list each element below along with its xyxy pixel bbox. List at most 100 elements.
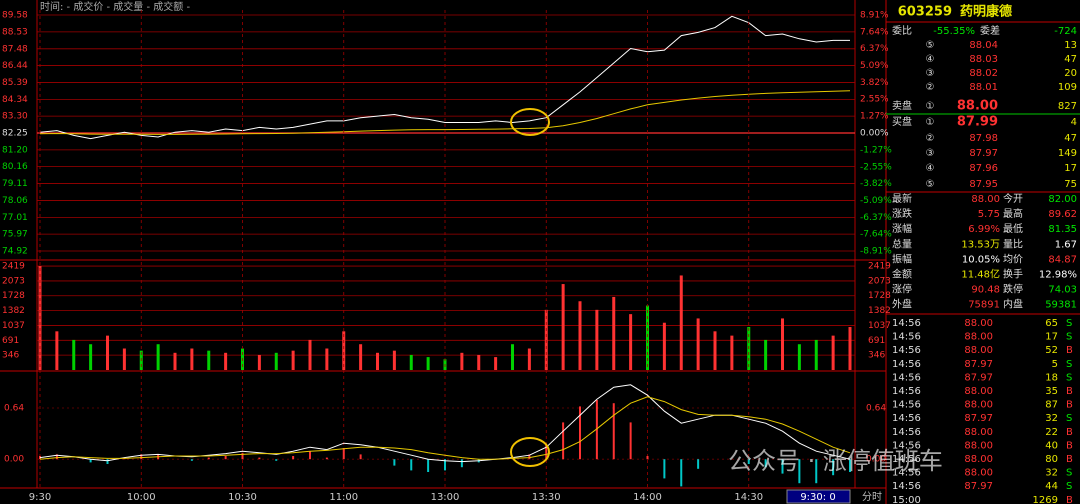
book-level: ① [926,117,935,128]
stat-value: 59381 [1045,300,1077,311]
volume-bar [797,344,801,370]
series-line [39,396,851,460]
y2-tick-label: 5.09% [860,61,889,71]
stat-label: 最低 [1003,222,1023,235]
volume-bar [106,335,109,370]
volume-bar [460,352,464,370]
trade-side: S [1066,372,1072,383]
stat-value: 82.00 [1048,194,1077,205]
volume-bar [156,344,160,370]
trade-price: 88.00 [964,318,993,329]
y-tick-label: 2419 [868,262,891,272]
stat-label: 外盘 [892,298,912,311]
book-level: ② [926,82,935,93]
volume-bar [494,357,498,370]
y2-tick-label: -6.37% [860,213,892,223]
status-time: 9:30: 0 [800,492,835,503]
y-tick-label: 88.53 [2,27,28,37]
y2-tick-label: 7.64% [860,27,889,37]
trade-time: 14:56 [892,440,921,451]
y2-tick-label: 6.37% [860,44,889,54]
stat-label: 最高 [1003,207,1023,220]
trade-side: B [1066,454,1073,465]
book-volume: 827 [1058,101,1077,112]
trade-price: 88.00 [964,468,993,479]
trade-price: 88.00 [964,332,993,343]
volume-bar [257,354,261,370]
trade-side: B [1066,440,1073,451]
stat-label: 涨幅 [892,222,912,235]
trade-price: 87.97 [964,359,993,370]
stat-value: 12.98% [1039,270,1077,281]
trade-volume: 65 [1045,318,1058,329]
trade-volume: 80 [1045,454,1058,465]
stat-label: 总量 [892,237,912,250]
y-tick-label: 84.34 [2,95,28,105]
volume-bar [696,318,700,370]
trade-time: 14:56 [892,372,921,383]
y-tick-label: 79.11 [2,179,28,189]
trade-side: B [1066,386,1073,397]
volume-bar [376,352,379,370]
y2-tick-label: 0.00% [860,129,889,139]
trade-price: 88.00 [964,400,993,411]
y-tick-label: 1382 [868,306,891,316]
x-tick-label: 10:30 [228,492,257,503]
volume-bar [764,339,768,370]
stat-label: 跌停 [1003,283,1023,296]
trade-time: 14:56 [892,318,921,329]
book-volume: 149 [1058,148,1077,159]
book-level: ③ [926,148,935,159]
y2-tick-label: -8.91% [860,247,892,257]
trade-price: 88.00 [964,427,993,438]
trade-side: B [1066,495,1073,504]
y2-tick-label: 2.55% [860,95,889,105]
y2-tick-label: 8.91% [860,11,889,21]
y-tick-label: 1037 [868,321,891,331]
trade-price: 88.00 [964,440,993,451]
stat-label: 换手 [1003,268,1023,281]
trade-volume: 52 [1045,345,1058,356]
trade-side: S [1066,468,1072,479]
series-line [39,15,850,140]
trade-price: 88.00 [964,386,993,397]
book-volume: 13 [1064,40,1077,51]
y-tick-label: 1728 [2,291,25,301]
stat-label: 最新 [892,192,912,205]
x-tick-label: 14:30 [734,492,763,503]
y-tick-label: 2419 [2,262,25,272]
volume-bar [730,335,734,370]
trade-side: S [1066,413,1072,424]
x-tick-label: 11:00 [329,492,358,503]
status-mode[interactable]: 分时 [862,491,882,503]
stat-value: 89.62 [1048,209,1077,220]
trade-time: 14:56 [892,386,921,397]
volume-bar [814,339,818,370]
stat-value: 6.99% [968,224,1000,235]
volume-bar [781,318,784,370]
book-price: 88.00 [957,99,998,114]
trade-side: S [1066,332,1072,343]
trade-price: 87.97 [964,481,993,492]
y-tick-label: 0.00 [866,455,886,465]
stock-code: 603259 [898,5,952,20]
book-volume: 75 [1064,179,1077,190]
volume-bar [612,296,616,370]
y-tick-label: 0.00 [4,455,24,465]
highlight-circle [510,108,550,136]
book-price: 87.98 [969,133,998,144]
y-tick-label: 74.92 [2,247,28,257]
stat-label: 金额 [892,268,912,281]
trade-side: B [1066,400,1073,411]
y-tick-label: 85.39 [2,78,28,88]
stat-label: 均价 [1003,253,1023,265]
y-tick-label: 691 [868,336,885,346]
trade-time: 14:56 [892,345,921,356]
y-tick-label: 346 [868,351,885,361]
y-tick-label: 1037 [2,321,25,331]
y-tick-label: 83.30 [2,112,28,122]
trade-volume: 32 [1045,413,1058,424]
book-level: ④ [926,54,935,65]
